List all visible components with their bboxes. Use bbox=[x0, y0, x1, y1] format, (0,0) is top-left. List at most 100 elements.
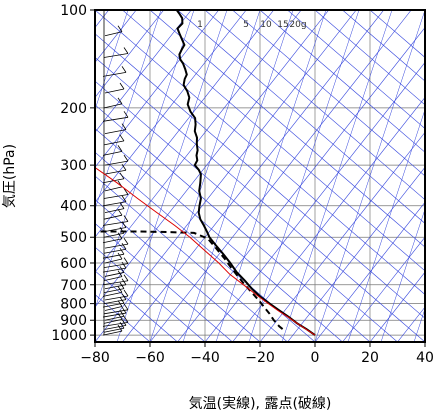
wind-barb bbox=[104, 202, 125, 214]
mixing-ratio-line bbox=[95, 10, 162, 210]
y-tick-label: 100 bbox=[60, 3, 87, 19]
dewpoint-line bbox=[100, 230, 286, 332]
adiabat-line bbox=[95, 33, 425, 319]
isotherm-line bbox=[95, 10, 357, 342]
temperature-line bbox=[175, 10, 316, 336]
mixing-ratio-labels: 1 5 10 15 20g bbox=[197, 20, 306, 30]
series-lines bbox=[95, 10, 316, 336]
wind-barb bbox=[102, 324, 123, 336]
isotherm-line bbox=[95, 10, 164, 98]
wind-barb bbox=[104, 25, 123, 37]
adiabat-line bbox=[95, 246, 206, 342]
mixing-ratio-line bbox=[347, 108, 425, 342]
adiabat-line bbox=[95, 199, 261, 342]
x-tick-label: −40 bbox=[190, 350, 220, 366]
wind-barb bbox=[102, 195, 127, 207]
wind-barb bbox=[102, 274, 129, 286]
isotherm-line bbox=[287, 166, 425, 342]
adiabat-line bbox=[95, 223, 233, 342]
mixing-ratio-line bbox=[281, 10, 393, 342]
y-tick-label: 800 bbox=[60, 297, 87, 313]
adiabat-line bbox=[122, 10, 425, 272]
ticks: −80 −60 −40 −20 0 20 40 100 200 300 400 500 600 700 80… bbox=[51, 3, 434, 366]
wind-barb bbox=[103, 47, 129, 58]
wind-barb bbox=[102, 316, 129, 327]
parcel-line bbox=[95, 167, 316, 336]
y-tick-label: 700 bbox=[60, 278, 87, 294]
isotherm-line bbox=[95, 10, 274, 238]
mixing-ratio-label: 10 bbox=[260, 20, 272, 30]
isotherm-line bbox=[95, 10, 219, 168]
isotherm-line bbox=[232, 96, 425, 342]
wind-barbs bbox=[102, 10, 129, 336]
adiabat-line bbox=[177, 10, 425, 224]
wind-barb bbox=[102, 111, 129, 122]
adiabat-line bbox=[95, 151, 316, 342]
wind-barb bbox=[102, 215, 129, 226]
mixing-ratio-label: 1 bbox=[197, 20, 203, 30]
mixing-ratio-line bbox=[248, 10, 360, 342]
adiabat-line bbox=[95, 104, 371, 342]
y-axis-title: 気圧(hPa) bbox=[2, 144, 18, 208]
wind-barb bbox=[103, 257, 129, 269]
wind-barb bbox=[102, 232, 123, 244]
x-tick-label: −20 bbox=[245, 350, 275, 366]
isotherm-line bbox=[95, 10, 329, 308]
wind-barb bbox=[104, 154, 129, 166]
adiabat-line bbox=[232, 10, 425, 177]
isotherm-line bbox=[149, 10, 412, 342]
adiabat-line bbox=[95, 128, 343, 342]
x-tick-label: 40 bbox=[416, 350, 434, 366]
x-tick-label: −80 bbox=[80, 350, 110, 366]
wind-barb bbox=[103, 303, 129, 315]
isotherm-line bbox=[177, 26, 425, 342]
wind-barb bbox=[102, 145, 123, 156]
isotherm-line bbox=[259, 131, 425, 342]
mixing-ratio-line bbox=[182, 10, 294, 342]
adiabat-line bbox=[95, 10, 425, 295]
adiabat-line bbox=[149, 10, 425, 248]
wind-barb bbox=[102, 247, 125, 259]
isotherm-line bbox=[95, 10, 247, 203]
adiabat-line bbox=[259, 10, 425, 153]
wind-barb bbox=[102, 306, 127, 318]
mixing-ratio-label: 15 bbox=[277, 20, 288, 30]
y-tick-label: 600 bbox=[60, 256, 87, 272]
wind-barb bbox=[102, 172, 125, 184]
wind-barb bbox=[103, 164, 127, 175]
adiabat-line bbox=[342, 10, 425, 82]
mixing-ratio-line bbox=[380, 208, 425, 342]
wind-barb bbox=[104, 289, 129, 301]
mixing-ratio-line bbox=[116, 10, 228, 342]
y-tick-label: 400 bbox=[60, 199, 87, 215]
mixing-ratio-line bbox=[215, 10, 327, 342]
adiabat-line bbox=[204, 10, 425, 201]
adiabat-line bbox=[95, 270, 178, 342]
mixing-ratio-line bbox=[95, 10, 129, 111]
mixing-ratio-line bbox=[314, 10, 425, 342]
wind-barb bbox=[104, 252, 123, 264]
wind-barb bbox=[104, 319, 127, 330]
isotherm-line bbox=[314, 201, 425, 342]
x-tick-label: −60 bbox=[135, 350, 165, 366]
wind-barb bbox=[103, 134, 125, 146]
mixing-ratio-line bbox=[149, 10, 261, 342]
wind-barb bbox=[102, 261, 127, 273]
isotherm-line bbox=[122, 10, 384, 342]
x-tick-label: 0 bbox=[311, 350, 320, 366]
guide-lines bbox=[95, 10, 425, 342]
wind-barb bbox=[102, 66, 127, 77]
y-tick-label: 500 bbox=[60, 230, 87, 246]
isotherm-line bbox=[342, 236, 425, 342]
isotherm-line bbox=[424, 341, 425, 342]
y-tick-label: 300 bbox=[60, 158, 87, 174]
wind-barb bbox=[103, 10, 106, 11]
wind-barb bbox=[104, 237, 129, 249]
mixing-ratio-label: 5 bbox=[243, 20, 249, 30]
isotherm-line bbox=[95, 10, 302, 273]
x-axis-title: 気温(実線), 露点(破線) bbox=[189, 396, 332, 412]
y-tick-label: 900 bbox=[60, 313, 87, 329]
isotherm-line bbox=[369, 271, 425, 342]
